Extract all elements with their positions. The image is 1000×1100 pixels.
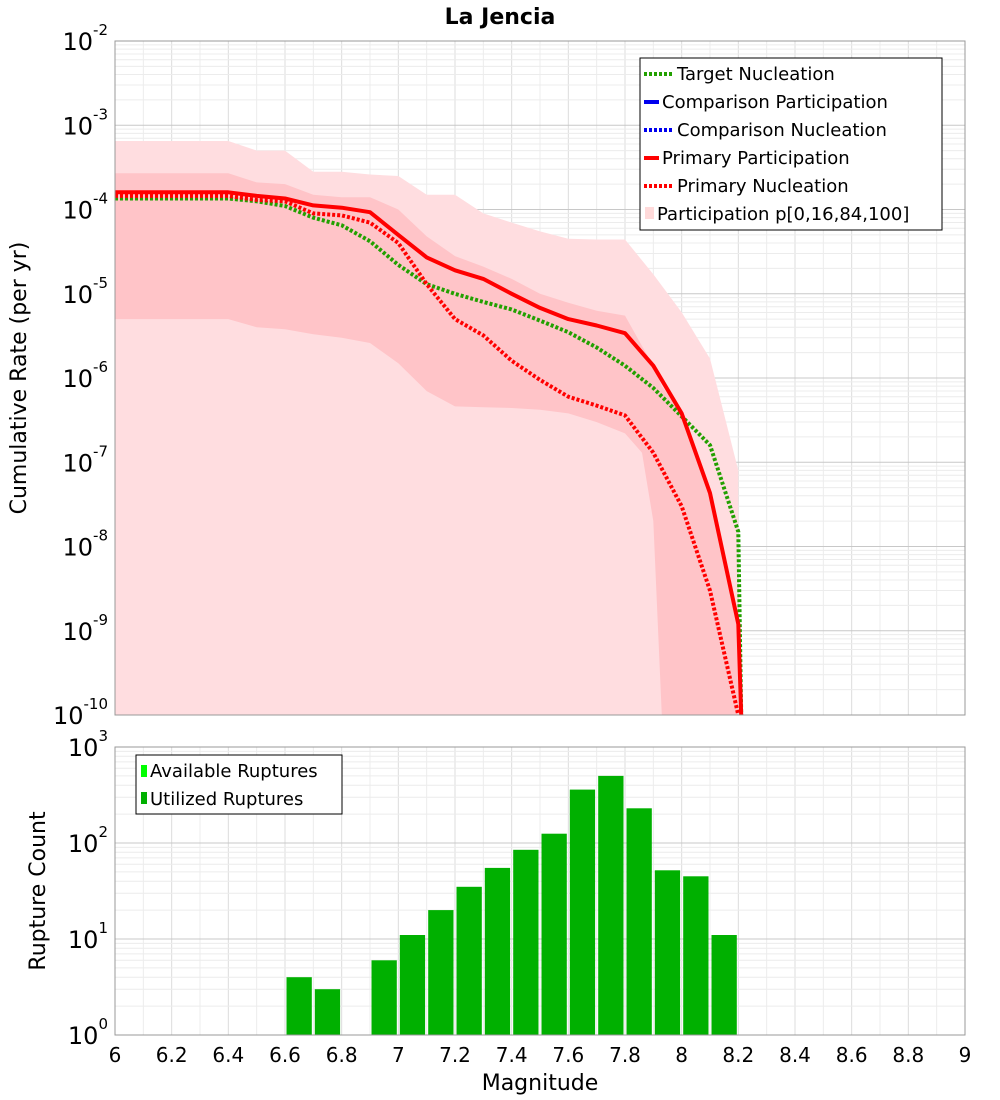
rate-y-tick-label: 10-8 — [62, 527, 108, 562]
participation-band-1 — [115, 173, 739, 715]
rate-y-tick-label: 10-2 — [62, 21, 108, 56]
rupture-count-bar — [314, 989, 341, 1035]
magnitude-tick-label: 8 — [675, 1043, 688, 1067]
rate-legend-box — [639, 57, 943, 231]
magnitude-tick-label: 6.8 — [326, 1043, 358, 1067]
count-y-tick-label: 100 — [68, 1015, 108, 1050]
magnitude-tick-labels: 6 6.2 6.4 6.6 6.8 7 7.2 7.4 7.6 7.8 8 8.2 8.4 8.6 8.8 9 — [109, 1043, 972, 1067]
legend-label-comparison-participation: Comparison Participation — [662, 92, 888, 113]
rate-y-axis-label: Cumulative Rate (per yr) — [7, 242, 32, 515]
count-legend: Available Ruptures Utilized Ruptures — [135, 754, 343, 815]
rate-y-tick-label: 10-7 — [62, 442, 108, 477]
rate-y-tick-label: 10-3 — [62, 105, 108, 140]
count-bars — [286, 775, 737, 1035]
count-plot-frame — [114, 746, 966, 1036]
rupture-count-bar — [654, 870, 681, 1035]
rate-y-tick-label: 10-5 — [62, 274, 108, 309]
magnitude-tick-label: 6.4 — [212, 1043, 244, 1067]
legend-label-comparison-nucleation: Comparison Nucleation — [677, 120, 887, 141]
magnitude-tick-label: 7.4 — [496, 1043, 528, 1067]
legend-swatch-participation-band — [645, 207, 654, 219]
magnitude-tick-label: 7 — [392, 1043, 405, 1067]
legend-label-available-ruptures: Available Ruptures — [150, 761, 318, 782]
legend-swatch-available-ruptures — [141, 765, 147, 777]
rupture-count-bar — [711, 935, 737, 1035]
series-line-primary-participation — [115, 190, 744, 716]
count-y-tick-label: 103 — [68, 727, 108, 762]
magnitude-tick-label: 8.6 — [836, 1043, 868, 1067]
legend-label-primary-participation: Primary Participation — [662, 148, 850, 169]
rupture-count-bar — [484, 867, 511, 1035]
magnitude-tick-label: 8.8 — [892, 1043, 924, 1067]
x-axis-label: Magnitude — [482, 1071, 599, 1096]
rupture-count-bar — [456, 886, 482, 1035]
legend-label-participation-band: Participation p[0,16,84,100] — [657, 204, 909, 225]
count-legend-box — [135, 754, 343, 815]
rate-y-tick-label: 10-10 — [53, 695, 108, 730]
legend-swatch-utilized-ruptures — [141, 792, 147, 804]
rate-lines — [115, 190, 744, 716]
rupture-count-bar — [371, 960, 397, 1035]
count-panel: 103 102 101 100 6 6.2 6.4 6.6 6.8 7 7.2 7.4 7.6 7.8 8… — [26, 727, 971, 1096]
rupture-count-bar — [541, 833, 567, 1035]
rupture-count-bar — [626, 808, 652, 1035]
rate-legend: Target Nucleation Comparison Participati… — [639, 57, 943, 231]
rate-y-tick-label: 10-9 — [62, 611, 108, 646]
magnitude-tick-label: 8.2 — [722, 1043, 754, 1067]
count-y-tick-label: 102 — [68, 823, 108, 858]
count-y-tick-labels: 103 102 101 100 — [68, 727, 108, 1050]
chart-title: La Jencia — [445, 5, 556, 30]
rupture-count-bar — [286, 977, 312, 1035]
participation-bands — [115, 141, 739, 715]
count-grid — [114, 747, 966, 1036]
legend-label-primary-nucleation: Primary Nucleation — [677, 176, 849, 197]
magnitude-tick-label: 6.6 — [269, 1043, 301, 1067]
series-line-primary-nucleation — [115, 193, 741, 716]
rate-panel: 10-2 10-3 10-4 10-5 10-6 10-7 10-8 10-9 10-10 Cu… — [7, 21, 966, 730]
magnitude-tick-label: 7.6 — [552, 1043, 584, 1067]
rupture-count-bar — [399, 935, 426, 1035]
count-y-tick-label: 101 — [68, 919, 108, 954]
magnitude-tick-label: 8.4 — [779, 1043, 811, 1067]
magnitude-tick-label: 7.8 — [609, 1043, 641, 1067]
rupture-count-bar — [569, 789, 596, 1035]
rate-y-tick-label: 10-4 — [62, 190, 108, 225]
magnitude-tick-label: 9 — [959, 1043, 972, 1067]
magnitude-tick-label: 7.2 — [439, 1043, 471, 1067]
count-y-axis-label: Rupture Count — [26, 811, 51, 971]
series-line-target-nucleation — [115, 196, 744, 716]
rupture-count-bar — [513, 849, 539, 1035]
rate-y-tick-label: 10-6 — [62, 358, 108, 393]
legend-label-utilized-ruptures: Utilized Ruptures — [150, 789, 303, 810]
magnitude-tick-label: 6.2 — [156, 1043, 188, 1067]
rate-y-tick-labels: 10-2 10-3 10-4 10-5 10-6 10-7 10-8 10-9 10-10 — [53, 21, 108, 730]
magnitude-tick-label: 6 — [109, 1043, 122, 1067]
rupture-count-bar — [598, 775, 624, 1035]
rupture-count-bar — [683, 876, 709, 1035]
legend-label-target-nucleation: Target Nucleation — [676, 64, 835, 85]
rupture-count-bar — [428, 910, 454, 1035]
rate-plot-frame — [114, 40, 966, 716]
